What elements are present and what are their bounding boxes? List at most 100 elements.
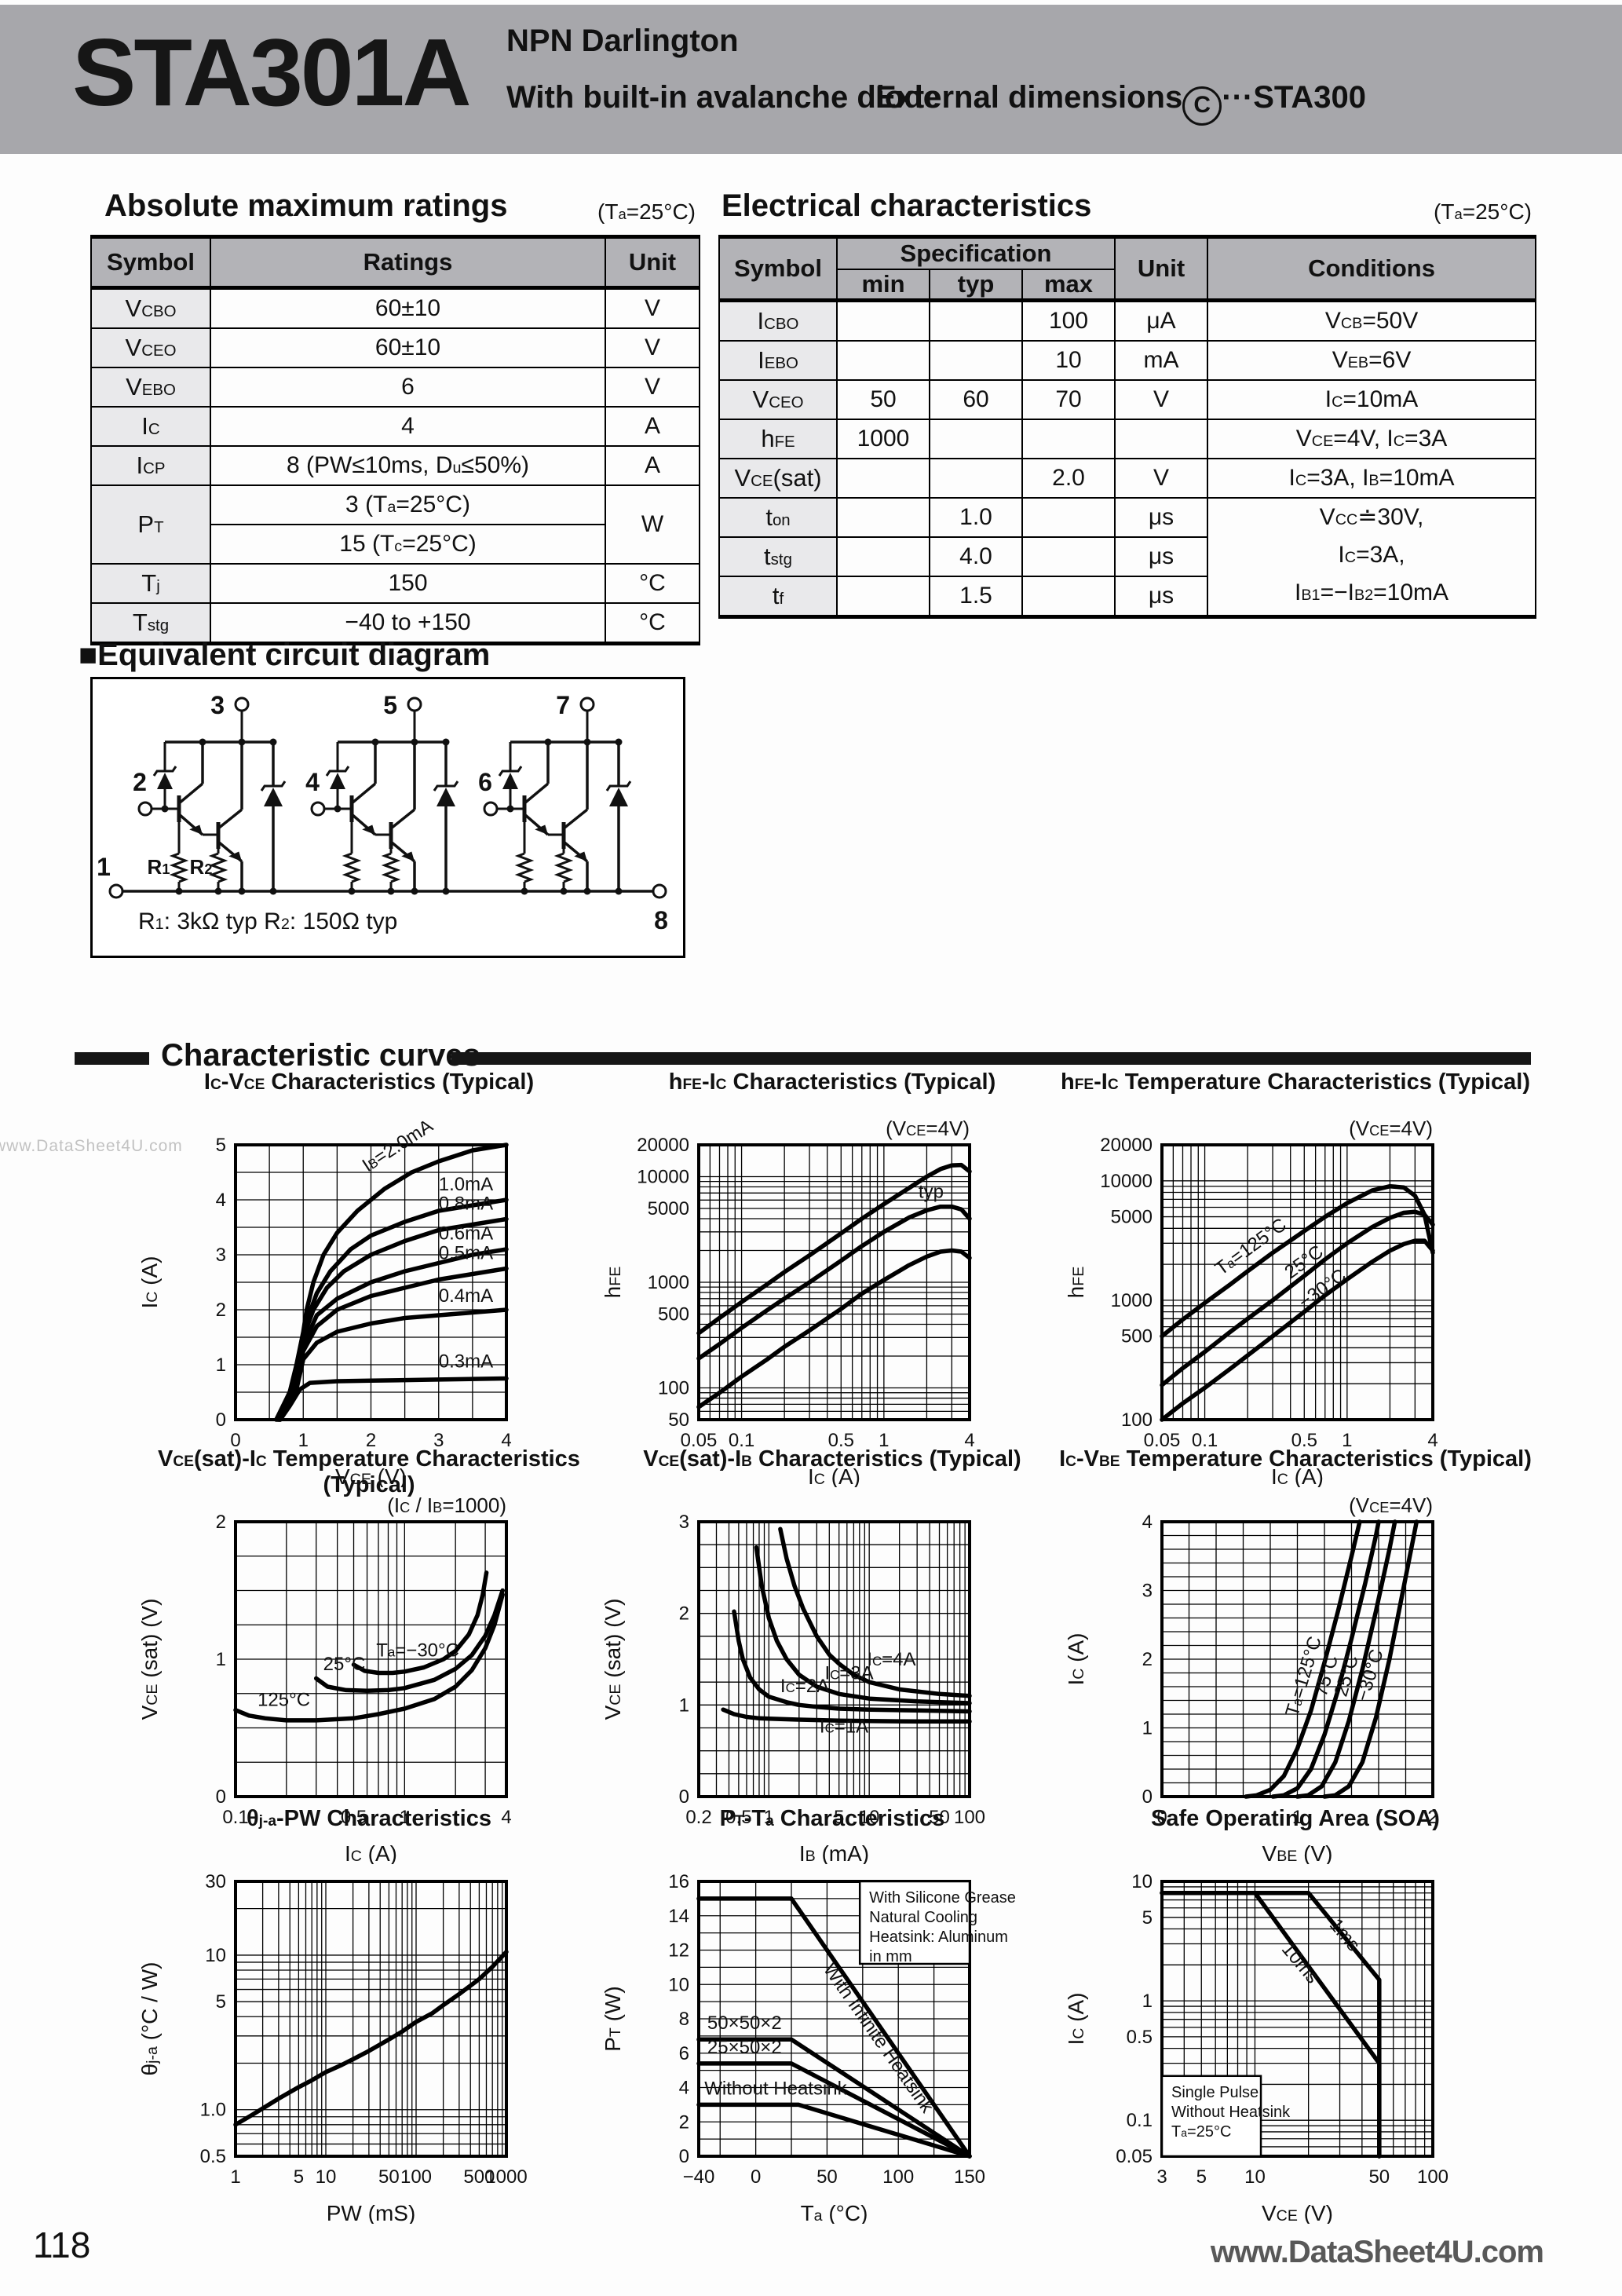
svg-text:20000: 20000 [1100, 1135, 1153, 1156]
chart-plot: 0.05 0.1 0.5 1 4 50 100 500 1000 5000 10000 20000 IC… [601, 1117, 975, 1487]
chart-title: θj-a-PW Characteristics [246, 1806, 491, 1831]
svg-text:hFE: hFE [1064, 1267, 1088, 1299]
svg-text:10: 10 [859, 1807, 880, 1828]
svg-text:2: 2 [366, 1430, 376, 1451]
svg-text:0: 0 [751, 2166, 761, 2188]
svg-text:7: 7 [556, 691, 570, 719]
chart-title: Safe Operating Area (SOA) [1151, 1806, 1440, 1831]
svg-text:Ta=25°C: Ta=25°C [1171, 2123, 1231, 2141]
table-row: tf 1.5 μs [718, 576, 1536, 618]
svg-text:5: 5 [1196, 2166, 1207, 2188]
table-row: ICBO 100 μA VCB=50V [718, 299, 1537, 342]
svg-text:PW (mS): PW (mS) [327, 2201, 416, 2224]
svg-text:(VCE=4V): (VCE=4V) [1349, 1493, 1433, 1517]
col-min: min [836, 269, 930, 302]
electrical-section: Electrical characteristics (Ta=25°C) Sym… [718, 188, 1537, 619]
svg-text:With Silicone Grease: With Silicone Grease [869, 1889, 1016, 1907]
svg-text:5: 5 [834, 1807, 844, 1828]
chart-1: IC-VCE Characteristics (Typical) 0 1 2 3 4 0 1 2… [118, 1069, 620, 1493]
svg-text:0.6mA: 0.6mA [439, 1223, 493, 1244]
svg-text:3: 3 [679, 1512, 689, 1533]
svg-text:6: 6 [478, 768, 492, 796]
svg-text:5: 5 [294, 2166, 304, 2188]
svg-text:(VCE=4V): (VCE=4V) [1349, 1117, 1433, 1140]
svg-text:VCE (V): VCE (V) [1262, 2201, 1333, 2224]
chart-title: PT-Ta Characteristics [719, 1806, 945, 1831]
svg-text:500: 500 [658, 1303, 689, 1325]
svg-text:VCE (sat) (V): VCE (sat) (V) [601, 1599, 625, 1720]
svg-text:4: 4 [216, 1190, 226, 1211]
svg-text:0: 0 [1142, 1786, 1153, 1808]
col-specification: Specification [835, 236, 1116, 270]
svg-text:20000: 20000 [637, 1135, 689, 1156]
device-type: NPN Darlington [506, 24, 739, 58]
svg-text:1: 1 [1142, 1991, 1153, 2012]
part-number: STA301A [72, 19, 472, 126]
table-row: IC 4 A [90, 406, 700, 447]
svg-text:1: 1 [879, 1430, 889, 1451]
header-band [0, 5, 1622, 154]
svg-text:6: 6 [679, 2043, 689, 2064]
svg-text:5000: 5000 [1111, 1207, 1153, 1228]
external-dimensions: External dimensions C ···STA300 [875, 80, 1366, 126]
svg-text:100: 100 [882, 2166, 914, 2188]
svg-text:IC (A): IC (A) [345, 1841, 397, 1864]
chart-8: PT-Ta Characteristics −40 0 50 100 150 0 2 4 6 8 10… [581, 1806, 1083, 2230]
svg-text:150: 150 [954, 2166, 985, 2188]
svg-text:3: 3 [433, 1430, 444, 1451]
svg-text:16: 16 [668, 1871, 689, 1892]
chart-4: VCE(sat)-IC Temperature Characteristics … [118, 1446, 620, 1870]
svg-text:Without Heatsink: Without Heatsink [704, 2078, 847, 2099]
svg-text:IC=4A: IC=4A [867, 1649, 915, 1670]
table-row: tstg 4.0 μs [718, 536, 1536, 577]
svg-text:IC (A): IC (A) [1271, 1464, 1324, 1487]
svg-text:0.4mA: 0.4mA [439, 1285, 493, 1307]
table-row: VCBO 60±10 V [90, 287, 700, 329]
abs-max-ratings-section: Absolute maximum ratings (Ta=25°C) Symbo… [90, 188, 700, 645]
svg-text:Ta (°C): Ta (°C) [801, 2201, 868, 2224]
svg-text:IC (A): IC (A) [808, 1464, 860, 1487]
svg-text:0.5mA: 0.5mA [439, 1243, 493, 1264]
table-row: VCEO 60±10 V [90, 327, 700, 368]
electrical-table: Symbol Specification Unit Conditions min… [718, 235, 1537, 619]
svg-text:1: 1 [298, 1430, 309, 1451]
external-dimensions-label: External dimensions [875, 80, 1183, 115]
svg-text:5: 5 [1142, 1907, 1153, 1929]
svg-text:0.5: 0.5 [1291, 1430, 1317, 1451]
chart-title: IC-VCE Characteristics (Typical) [203, 1069, 535, 1095]
svg-text:0.1: 0.1 [729, 1430, 754, 1451]
svg-text:100: 100 [954, 1807, 985, 1828]
svg-text:50: 50 [1368, 2166, 1390, 2188]
external-dimensions-model: ···STA300 [1222, 80, 1366, 115]
svg-text:0.5: 0.5 [828, 1430, 854, 1451]
electrical-condition: (Ta=25°C) [1434, 199, 1532, 224]
svg-text:0.2: 0.2 [685, 1807, 711, 1828]
svg-text:1: 1 [97, 853, 111, 881]
svg-text:500: 500 [1121, 1326, 1153, 1347]
svg-text:1: 1 [216, 1355, 226, 1376]
svg-text:0.05: 0.05 [1116, 2146, 1153, 2167]
abs-max-condition: (Ta=25°C) [597, 199, 696, 224]
svg-text:8: 8 [679, 2009, 689, 2030]
svg-text:14: 14 [668, 1906, 689, 1927]
svg-text:30: 30 [205, 1871, 226, 1892]
svg-text:R2: R2 [190, 855, 213, 879]
table-row: VCE(sat) 2.0 V IC=3A, IB=10mA [718, 458, 1537, 499]
chart-9: Safe Operating Area (SOA) 3 5 10 50 100 0.05 0.… [1044, 1806, 1547, 2230]
equivalent-circuit-title: ■Equivalent circuit diagram [79, 638, 491, 672]
svg-text:50×50×2: 50×50×2 [707, 2013, 782, 2034]
svg-text:5: 5 [216, 1991, 226, 2013]
table-row: hFE 1000 VCE=4V, IC=3A [718, 419, 1537, 459]
svg-text:50: 50 [668, 1409, 689, 1431]
svg-text:Natural Cooling: Natural Cooling [869, 1909, 977, 1926]
svg-text:1.0mA: 1.0mA [439, 1174, 493, 1195]
col-typ: typ [929, 269, 1023, 302]
svg-text:100: 100 [400, 2166, 432, 2188]
section-bar-left [75, 1052, 149, 1065]
svg-text:IC=2A: IC=2A [780, 1676, 829, 1697]
svg-text:(VCE=4V): (VCE=4V) [886, 1117, 970, 1140]
table-row: VCEO 50 60 70 V IC=10mA [718, 379, 1537, 420]
chart-7: θj-a-PW Characteristics 1 5 10 50 100 500 1000 0… [118, 1806, 620, 2230]
